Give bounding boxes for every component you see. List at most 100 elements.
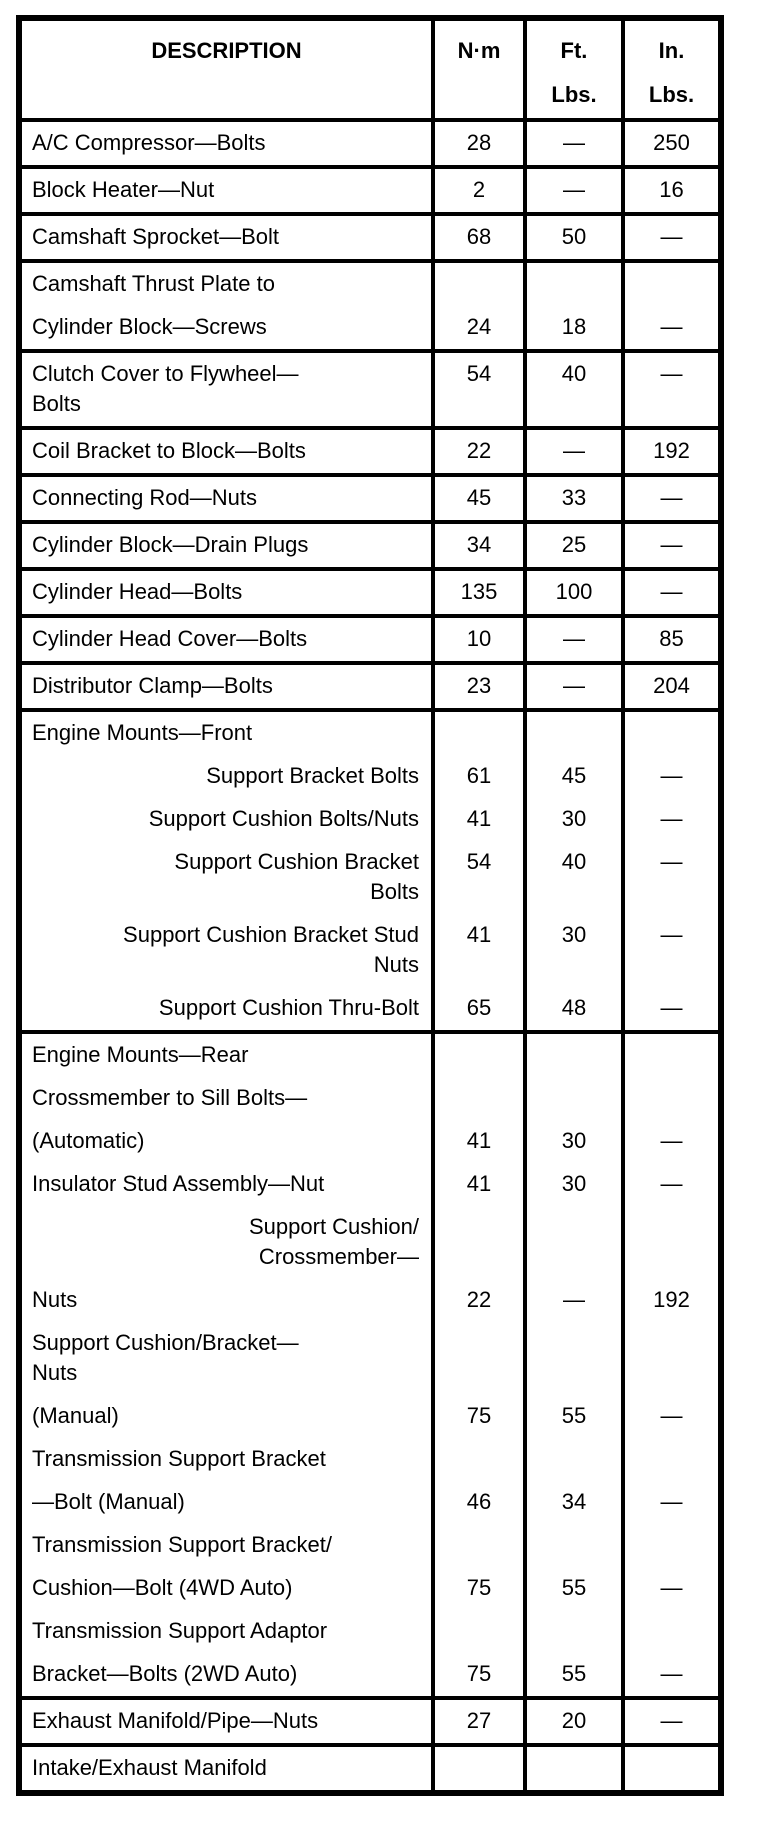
row-ft-lbs-value: [523, 1743, 623, 1793]
row-description: Transmission Support Adaptor: [32, 1618, 328, 1643]
row-description: Support Cushion Thru-Bolt: [158, 995, 419, 1020]
row-ft-lbs-value: [523, 1610, 623, 1653]
row-description: Engine Mounts—Rear: [19, 1030, 433, 1077]
row-nm-value: 45: [431, 473, 525, 522]
column-header-ft-lbs: Ft. Lbs.: [523, 18, 623, 122]
row-ft-lbs-value: 30: [523, 914, 623, 987]
row-in-lbs-value: —: [621, 306, 721, 351]
row-description: —Bolt (Manual): [32, 1489, 185, 1514]
row-ft-lbs-value: [523, 1206, 623, 1279]
row-nm-value: [431, 259, 525, 306]
row-nm-value: 61: [431, 755, 525, 798]
row-ft-lbs-value: [523, 708, 623, 755]
table-row: (Automatic) 41 30—: [19, 1120, 721, 1163]
table-row: Cushion—Bolt (4WD Auto) 75 55—: [19, 1567, 721, 1610]
row-nm-value: 54: [431, 841, 525, 914]
row-in-lbs-value: —: [621, 1395, 721, 1438]
row-ft-lbs-value: 45: [523, 755, 623, 798]
table-row: Support Cushion Bolts/Nuts 41 30—: [19, 798, 721, 841]
row-description: Cylinder Block—Drain Plugs: [19, 520, 433, 569]
row-description: Support Cushion Bolts/Nuts: [148, 806, 419, 831]
row-nm-value: 22: [431, 1279, 525, 1322]
row-in-lbs-value: 192: [621, 426, 721, 475]
row-in-lbs-value: [621, 1322, 721, 1395]
row-nm-value: [431, 1206, 525, 1279]
row-in-lbs-value: —: [621, 755, 721, 798]
row-in-lbs-value: —: [621, 520, 721, 569]
row-in-lbs-value: [621, 1206, 721, 1279]
row-description: Support Cushion Bracket Stud Nuts: [123, 922, 419, 977]
table-row: Cylinder Block—Drain Plugs 34 25—: [19, 520, 721, 569]
row-nm-value: [431, 1077, 525, 1120]
row-description: (Automatic): [32, 1128, 145, 1153]
row-nm-value: [431, 1030, 525, 1077]
row-in-lbs-value: —: [621, 1567, 721, 1610]
row-ft-lbs-value: 25: [523, 520, 623, 569]
table-row: (Manual) 75 55—: [19, 1395, 721, 1438]
table-row: Transmission Support Bracket/: [19, 1524, 721, 1567]
table-row: —Bolt (Manual) 46 34—: [19, 1481, 721, 1524]
row-nm-value: 75: [431, 1653, 525, 1698]
row-ft-lbs-value: 55: [523, 1567, 623, 1610]
row-ft-lbs-value: —: [523, 426, 623, 475]
row-in-lbs-value: [621, 1030, 721, 1077]
row-description: Cylinder Head Cover—Bolts: [19, 614, 433, 663]
row-nm-value: 41: [431, 914, 525, 987]
table-row: Support Bracket Bolts 61 45—: [19, 755, 721, 798]
table-row: Transmission Support Bracket: [19, 1438, 721, 1481]
row-description: Exhaust Manifold/Pipe—Nuts: [19, 1696, 433, 1745]
row-nm-value: 41: [431, 1120, 525, 1163]
row-ft-lbs-value: 50: [523, 212, 623, 261]
row-nm-value: 23: [431, 661, 525, 710]
row-in-lbs-value: —: [621, 1696, 721, 1745]
table-row: Engine Mounts—Front: [19, 708, 721, 755]
row-description: Engine Mounts—Front: [19, 708, 433, 755]
row-nm-value: 135: [431, 567, 525, 616]
row-nm-value: 22: [431, 426, 525, 475]
row-description: Transmission Support Bracket: [32, 1446, 326, 1471]
row-nm-value: 2: [431, 165, 525, 214]
row-in-lbs-value: —: [621, 1653, 721, 1698]
row-nm-value: 68: [431, 212, 525, 261]
row-description: Support Cushion/ Crossmember—: [249, 1214, 419, 1269]
table-row: Clutch Cover to Flywheel— Bolts 54 40—: [19, 349, 721, 428]
row-in-lbs-value: 250: [621, 118, 721, 167]
row-description: Camshaft Thrust Plate to: [19, 259, 433, 306]
row-description: Coil Bracket to Block—Bolts: [19, 426, 433, 475]
row-description: Distributor Clamp—Bolts: [19, 661, 433, 710]
row-in-lbs-value: —: [621, 349, 721, 428]
table-row: Support Cushion Bracket Bolts 54 40—: [19, 841, 721, 914]
table-row: Transmission Support Adaptor: [19, 1610, 721, 1653]
row-nm-value: [431, 1322, 525, 1395]
row-ft-lbs-value: [523, 1438, 623, 1481]
table-row: A/C Compressor—Bolts 28—250: [19, 118, 721, 167]
row-ft-lbs-value: —: [523, 118, 623, 167]
row-nm-value: 27: [431, 1696, 525, 1745]
column-header-in-lbs: In. Lbs.: [621, 18, 721, 122]
row-description: Support Cushion Bracket Bolts: [174, 849, 419, 904]
row-in-lbs-value: [621, 1077, 721, 1120]
row-ft-lbs-value: 18: [523, 306, 623, 351]
row-nm-value: 10: [431, 614, 525, 663]
table-row: Insulator Stud Assembly—Nut 41 30—: [19, 1163, 721, 1206]
row-description: Insulator Stud Assembly—Nut: [32, 1171, 325, 1196]
row-ft-lbs-value: —: [523, 661, 623, 710]
row-in-lbs-value: [621, 708, 721, 755]
row-description: Connecting Rod—Nuts: [19, 473, 433, 522]
row-description: Clutch Cover to Flywheel— Bolts: [19, 349, 433, 428]
table-row: Camshaft Thrust Plate to: [19, 259, 721, 306]
row-ft-lbs-value: —: [523, 614, 623, 663]
row-ft-lbs-value: [523, 1524, 623, 1567]
row-description: Support Bracket Bolts: [206, 763, 419, 788]
row-nm-value: [431, 1524, 525, 1567]
row-in-lbs-value: —: [621, 567, 721, 616]
table-row: Cylinder Head Cover—Bolts 10—85: [19, 614, 721, 663]
row-ft-lbs-value: 33: [523, 473, 623, 522]
torque-spec-table-container: DESCRIPTION N·m Ft. Lbs. In. Lbs. A/C Co…: [16, 15, 724, 1796]
row-description: Transmission Support Bracket/: [32, 1532, 332, 1557]
row-ft-lbs-value: 40: [523, 349, 623, 428]
row-description: Cylinder Block—Screws: [32, 314, 267, 339]
table-row: Distributor Clamp—Bolts 23—204: [19, 661, 721, 710]
row-ft-lbs-value: —: [523, 1279, 623, 1322]
